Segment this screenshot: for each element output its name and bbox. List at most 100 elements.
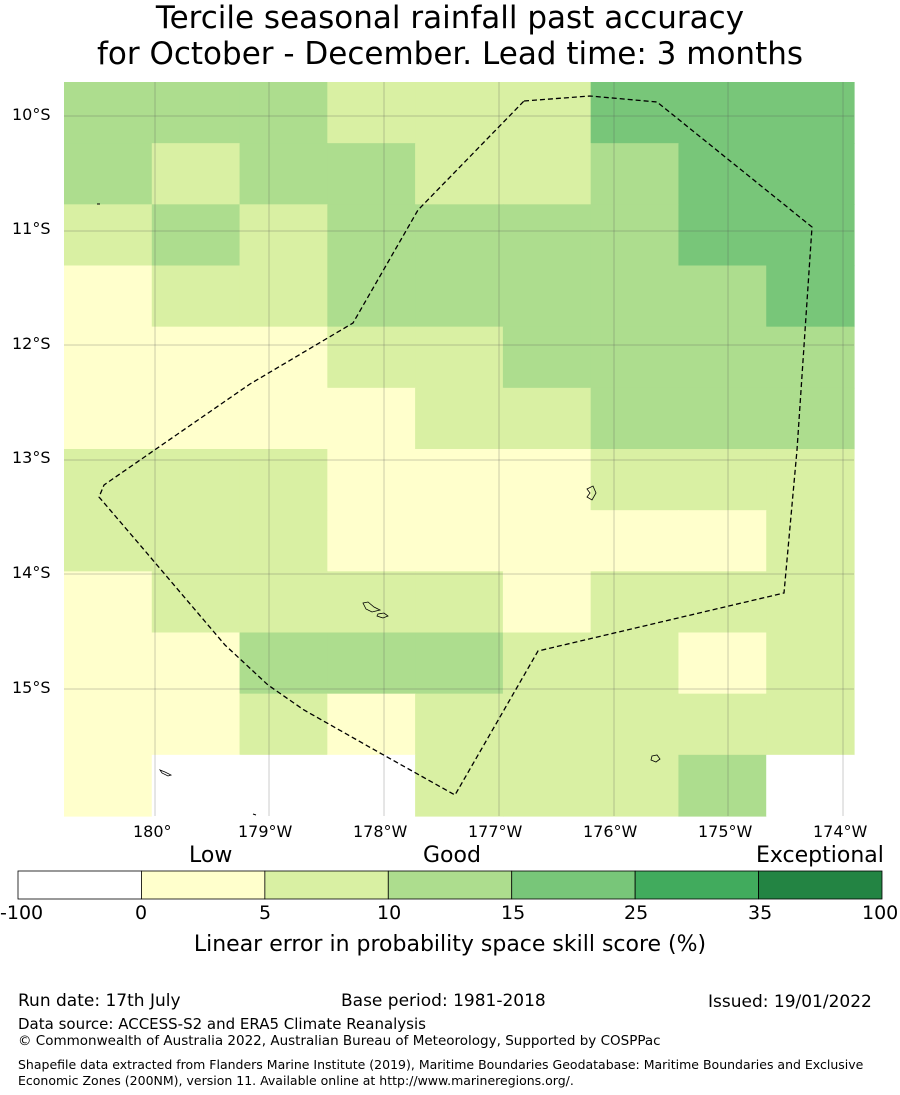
grid-cell (239, 387, 328, 450)
grid-cell (64, 326, 153, 389)
grid-cell (64, 449, 153, 511)
grid-cell (239, 693, 328, 756)
grid-cell (415, 387, 504, 450)
grid-cell (590, 387, 680, 450)
grid-cell (239, 754, 328, 817)
grid-cell (502, 632, 592, 695)
grid-cell (415, 204, 504, 267)
grid-cell (239, 265, 328, 328)
grid-cell (327, 326, 416, 389)
grid-cell (327, 510, 416, 572)
map-title-line-1: Tercile seasonal rainfall past accuracy (155, 0, 745, 36)
grid-cell (678, 693, 767, 756)
grid-cell (415, 326, 504, 389)
legend-category-good: Good (423, 843, 481, 868)
grid-cell (502, 693, 592, 756)
grid-cell (64, 693, 153, 756)
grid-cell (678, 632, 767, 695)
grid-cell (766, 571, 855, 634)
grid-cell (590, 265, 680, 328)
grid-cell (766, 387, 855, 450)
lat-tick-label: 10°S (12, 105, 51, 124)
grid-cell (678, 265, 767, 328)
lat-tick-label: 14°S (12, 563, 51, 582)
colorbar-swatch (387, 870, 513, 900)
colorbar-swatch (511, 870, 636, 900)
grid-cell (327, 265, 416, 328)
legend-category-exceptional: Exceptional (756, 843, 884, 868)
grid-cell (415, 571, 504, 634)
colorbar-swatch (17, 870, 142, 900)
colorbar-swatch (634, 870, 759, 900)
eez-boundary (98, 95, 813, 796)
colorbar-tick-label: 25 (624, 902, 649, 924)
grid-cell (590, 326, 680, 389)
skill-grid (64, 82, 855, 817)
colorbar-swatch (758, 870, 883, 900)
island-outline (362, 601, 382, 613)
colorbar (17, 870, 883, 900)
grid-cell (327, 632, 416, 695)
grid-cell (415, 693, 504, 756)
grid-cell (502, 387, 592, 450)
grid-cell (151, 449, 241, 511)
lon-tick-label: 178°W (353, 822, 408, 841)
grid-cell (766, 82, 855, 144)
colorbar-tick-label: 0 (135, 902, 148, 924)
grid-cell (151, 387, 241, 450)
grid-cell (239, 82, 328, 144)
grid-cell (590, 204, 680, 267)
grid-cell (590, 449, 680, 511)
grid-cell (239, 143, 328, 205)
grid-cell (239, 571, 328, 634)
grid-cell (678, 82, 767, 144)
grid-cell (239, 510, 328, 572)
grid-cell (151, 571, 241, 634)
island-outline (158, 769, 173, 777)
grid-cell (766, 143, 855, 205)
colorbar-label: Linear error in probability space skill … (193, 932, 707, 957)
grid-cell (678, 326, 767, 389)
grid-cell (239, 204, 328, 267)
grid-cell (327, 571, 416, 634)
grid-cell (415, 265, 504, 328)
graticule (64, 82, 854, 816)
grid-cell (327, 449, 416, 511)
grid-cell (590, 143, 680, 205)
grid-cell (415, 754, 504, 817)
grid-cell (766, 265, 855, 328)
grid-cell (590, 571, 680, 634)
grid-cell (678, 449, 767, 511)
lon-tick-label: 179°W (238, 822, 293, 841)
grid-cell (239, 632, 328, 695)
grid-cell (64, 387, 153, 450)
grid-cell (151, 754, 241, 817)
grid-cell (678, 754, 767, 817)
grid-cell (502, 326, 592, 389)
grid-cell (678, 204, 767, 267)
colorbar-tick-label: 5 (259, 902, 272, 924)
grid-cell (64, 632, 153, 695)
lat-tick-label: 11°S (12, 219, 51, 238)
shapefile-credit: Shapefile data extracted from Flanders M… (18, 1057, 864, 1088)
grid-cell (151, 265, 241, 328)
lat-tick-label: 12°S (12, 334, 51, 353)
grid-cell (678, 143, 767, 205)
grid-cell (502, 204, 592, 267)
lon-tick-label: 180° (133, 822, 172, 841)
grid-cell (590, 82, 680, 144)
island-outline (376, 612, 389, 619)
colorbar-tick-label: 35 (748, 902, 773, 924)
grid-cell (327, 754, 416, 817)
grid-cell (64, 204, 153, 267)
grid-cell (327, 693, 416, 756)
run-date: Run date: 17th July (18, 991, 181, 1011)
grid-cell (678, 387, 767, 450)
grid-cell (64, 754, 153, 817)
grid-cell (327, 143, 416, 205)
grid-cell (766, 754, 855, 817)
grid-cell (502, 265, 592, 328)
grid-cell (64, 510, 153, 572)
grid-cell (766, 326, 855, 389)
colorbar-tick-label: 100 (862, 902, 899, 924)
